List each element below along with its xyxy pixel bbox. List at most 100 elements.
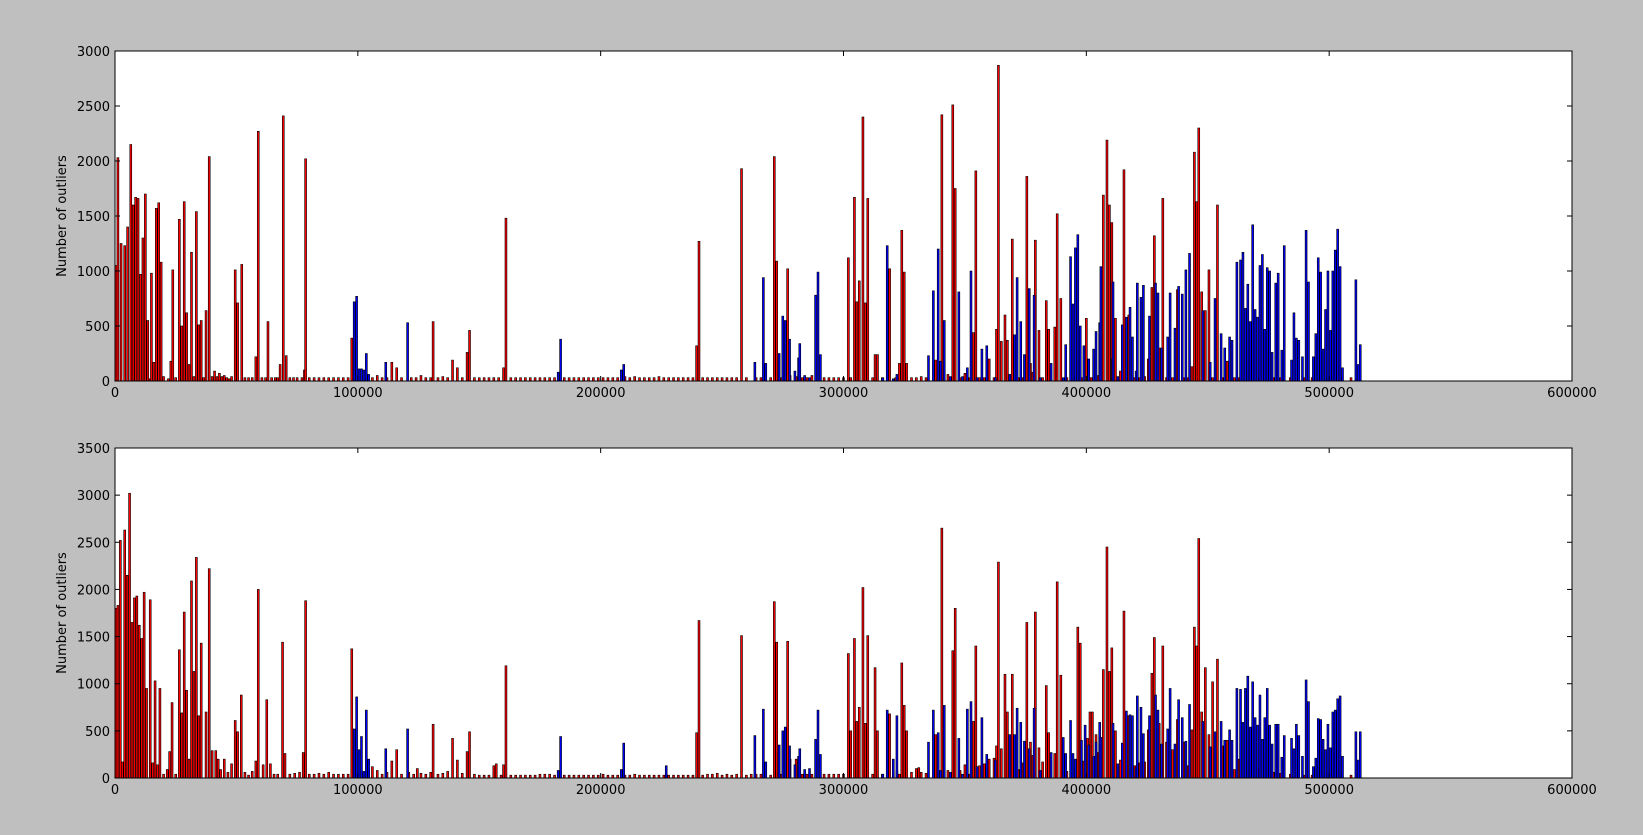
bar-blue — [783, 320, 787, 382]
bar-blue — [1074, 758, 1077, 779]
y-tick-label: 1500 — [77, 210, 110, 225]
bar-red — [810, 773, 814, 779]
bar-blue — [1064, 344, 1067, 382]
bar-red — [119, 243, 123, 382]
bar-blue — [1148, 715, 1151, 779]
bar-blue — [985, 754, 989, 779]
bar-red — [168, 751, 171, 779]
bar-red — [905, 363, 908, 382]
bar-blue — [1125, 316, 1128, 382]
bar-red — [283, 753, 287, 779]
bar-blue — [1319, 719, 1322, 779]
bar-red — [190, 252, 193, 382]
bar-blue — [777, 744, 781, 779]
bar-red — [711, 773, 714, 779]
bar-red — [866, 198, 870, 382]
bar-red — [1025, 622, 1029, 779]
plot-area — [115, 51, 1572, 381]
bar-blue — [1168, 292, 1172, 382]
bar-blue — [966, 708, 969, 779]
bar-blue — [1008, 374, 1012, 382]
bar-red — [972, 332, 975, 382]
bar-red — [301, 752, 305, 779]
bar-blue — [1290, 738, 1293, 779]
bar-blue — [1188, 704, 1191, 779]
bar-red — [121, 761, 124, 779]
bar-red — [940, 527, 944, 779]
bar-red — [1003, 673, 1007, 779]
bar-red — [395, 367, 398, 382]
y-tick-label: 2000 — [77, 583, 110, 598]
bar-red — [873, 354, 877, 382]
bar-red — [861, 587, 865, 779]
bar-red — [873, 667, 877, 779]
y-tick-label: 3000 — [77, 489, 110, 504]
bar-blue — [1253, 717, 1257, 779]
bar-blue — [969, 270, 973, 382]
x-tick-label: 0 — [111, 783, 119, 798]
bar-blue — [1319, 271, 1322, 382]
bar-red — [983, 763, 986, 779]
bar-blue — [1177, 286, 1180, 382]
bar-red — [210, 376, 214, 382]
bar-red — [902, 271, 906, 382]
bar-red — [1105, 546, 1109, 779]
bar-blue — [559, 338, 562, 382]
bar-red — [236, 302, 239, 382]
bottom-chart: 0 100000 200000 300000 400000 500000 600000 0 50… — [55, 442, 1597, 798]
bar-blue — [892, 758, 895, 779]
bar-blue — [803, 375, 806, 382]
bar-red — [1000, 748, 1003, 779]
bar-red — [138, 624, 141, 779]
x-tick-label: 500000 — [1304, 783, 1354, 798]
bar-red — [424, 773, 428, 779]
bar-blue — [360, 368, 363, 382]
y-tick-label: 2500 — [77, 100, 110, 115]
bar-blue — [993, 759, 997, 779]
bar-blue — [1258, 694, 1262, 779]
bar-blue — [1128, 714, 1132, 779]
bar-red — [441, 772, 445, 779]
bar-blue — [1168, 688, 1172, 779]
bar-red — [832, 773, 836, 779]
bar-blue — [352, 301, 356, 382]
bar-red — [800, 773, 804, 779]
bar-red — [230, 376, 233, 382]
y-tick-label: 3500 — [77, 442, 110, 457]
bar-red — [131, 204, 135, 382]
bar-red — [1150, 287, 1154, 382]
bar-red — [197, 715, 201, 779]
bar-red — [1114, 317, 1117, 382]
bar-red — [946, 770, 950, 779]
bar-red — [858, 706, 861, 779]
bar-blue — [367, 758, 371, 779]
bar-blue — [942, 705, 946, 779]
bar-red — [451, 738, 454, 779]
bar-red — [1003, 314, 1007, 382]
bar-red — [504, 217, 508, 382]
bar-red — [155, 208, 158, 382]
bar-blue — [1069, 256, 1072, 382]
bar-blue — [1228, 729, 1231, 779]
bar-blue — [1082, 345, 1086, 382]
bar-blue — [1276, 723, 1280, 779]
bar-blue — [969, 701, 973, 779]
bar-blue — [1019, 321, 1023, 382]
bar-red — [864, 302, 867, 382]
bar-red — [116, 157, 120, 382]
bar-red — [204, 310, 208, 382]
bar-red — [855, 301, 859, 382]
bar-red — [152, 361, 156, 382]
bar-red — [158, 688, 162, 779]
bar-blue — [932, 290, 935, 382]
bar-red — [171, 269, 175, 382]
bar-blue — [1292, 312, 1296, 382]
bar-blue — [1282, 245, 1286, 382]
x-tick-label: 100000 — [333, 386, 383, 401]
bar-blue — [936, 248, 940, 382]
bar-red — [281, 641, 284, 779]
bar-blue — [1312, 356, 1315, 382]
bar-red — [898, 363, 901, 382]
bar-blue — [1316, 718, 1320, 779]
bar-red — [1047, 328, 1050, 382]
